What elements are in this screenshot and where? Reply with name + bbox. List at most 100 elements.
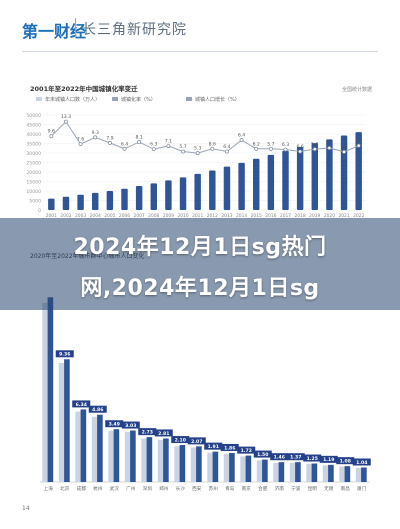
chart1-point [78,142,83,147]
chart1-point [268,146,273,151]
chart2-data-label: 1.08 [340,459,351,465]
chart1-bar [194,173,201,210]
chart1-y-tick: 45000 [26,123,41,129]
chart1-y-tick: 35000 [26,142,41,148]
chart2-data-label: 3.49 [109,422,120,428]
chart1-point [107,140,112,145]
page-number: 14 [22,505,30,512]
chart2-bar-shadow [91,416,98,482]
chart2-label-badge [121,421,140,429]
chart1-bar [62,196,70,210]
chart1-data-label: 6.4 [121,141,128,147]
chart2-label-badge [138,428,157,436]
chart2-label-badge [286,453,305,461]
chart2-bar-shadow [124,432,131,482]
chart1-x-tick: 2010 [177,213,188,219]
chart1-data-label: 6.2 [253,141,260,147]
chart1-x-tick: 2009 [163,213,174,219]
chart2-label-badge [88,405,107,413]
chart1-y-tick: 50000 [26,113,41,119]
chart1-bar [340,135,348,210]
chart1-data-label: 6.3 [150,142,157,148]
headline-line-1[interactable]: 2024年12月1日sg热门 [73,235,327,260]
chart1-point [93,135,98,140]
chart2-label-badge [171,436,190,444]
chart1-bar [92,192,99,210]
chart1-legend-label: 年末城镇人口数（万人） [45,96,100,103]
chart2-data-label: 1.72 [241,448,252,454]
chart1-point [327,146,332,150]
logo-divider [75,18,76,38]
chart1-point [239,138,244,143]
chart2-label-badge [319,455,338,463]
chart2-bar [311,463,318,482]
chart2-x-tick: 西安 [192,485,202,492]
chart2-data-label: 2.07 [191,439,202,445]
chart2-bar [262,459,268,482]
chart2-data-label: 1.25 [307,456,318,462]
chart1-data-label: 8.6 [209,141,216,147]
chart2-label-badge [55,350,74,358]
chart1-point [225,149,229,154]
header: 第一财经 长三角新研究院 [0,0,400,52]
yicai-logo: 第一财经 [22,22,87,41]
chart2-bar [97,414,103,482]
chart2-data-label: 1.91 [208,444,219,450]
chart1-point [283,147,288,152]
chart1-bar [209,170,216,210]
chart1-x-tick: 2013 [221,213,232,219]
chart1-bar [238,162,245,210]
chart1-y-tick: 30000 [26,151,41,157]
chart1-source: 全国统计数据 [342,86,372,93]
chart1-data-label: 6.3 [282,142,289,148]
chart2-bar-shadow [256,460,263,482]
chart1-legend-label: 城镇人口增长（%） [195,96,240,103]
chart1-x-tick: 2022 [353,213,364,219]
chart1-bar [165,180,172,210]
chart2-bar-shadow [174,446,180,482]
chart1-y-tick: 25000 [26,161,41,167]
chart1-point [356,143,361,148]
chart1-point [195,151,200,156]
chart2-x-tick: 北京 [60,485,70,492]
chart2-data-label: 1.19 [323,457,334,463]
chart2-bar [47,297,54,482]
chart2-bar [278,462,285,482]
chart1-bar [355,132,362,210]
chart2-bar-shadow [190,447,197,482]
chart1-bar [135,186,143,210]
chart2-bar [229,452,235,482]
chart1-x-tick: 2017 [280,213,291,219]
chart1-point [166,144,171,148]
chart1-point [312,147,317,152]
chart1-y-tick: 0 [38,208,41,214]
chart2-data-label: 4.86 [92,407,103,413]
chart2-x-tick: 苏州 [209,485,219,492]
chart2-bar-shadow [141,438,147,482]
chart2-bar [80,409,87,482]
chart2-data-label: 1.04 [356,460,367,466]
chart1-legend-swatch [186,97,192,101]
chart2-label-badge [303,454,322,462]
chart1-bar [179,177,187,210]
chart2-bar-shadow [207,452,213,482]
chart2-bar-shadow [75,411,81,482]
chart2-bar [196,446,202,482]
chart1-bar [326,139,333,210]
chart1-bar [48,198,55,210]
chart1-data-label: 7.2 [326,140,333,146]
chart1-data-label: 1.3 [340,144,347,150]
chart1-bar [311,143,318,210]
chart2-bar [179,445,186,482]
chart1-point [298,149,303,154]
chart1-x-tick: 2019 [309,213,320,219]
chart1-point [137,140,142,145]
chart2-bar-shadow [108,430,114,482]
headline-line-2[interactable]: 网,2024年12月1日sg [80,276,320,301]
chart1-point [64,119,68,124]
chart2-label-badge [187,437,206,445]
chart1-y-tick: 15000 [26,180,41,186]
chart1-y-tick: 20000 [26,170,41,176]
chart2-bar [64,359,70,482]
